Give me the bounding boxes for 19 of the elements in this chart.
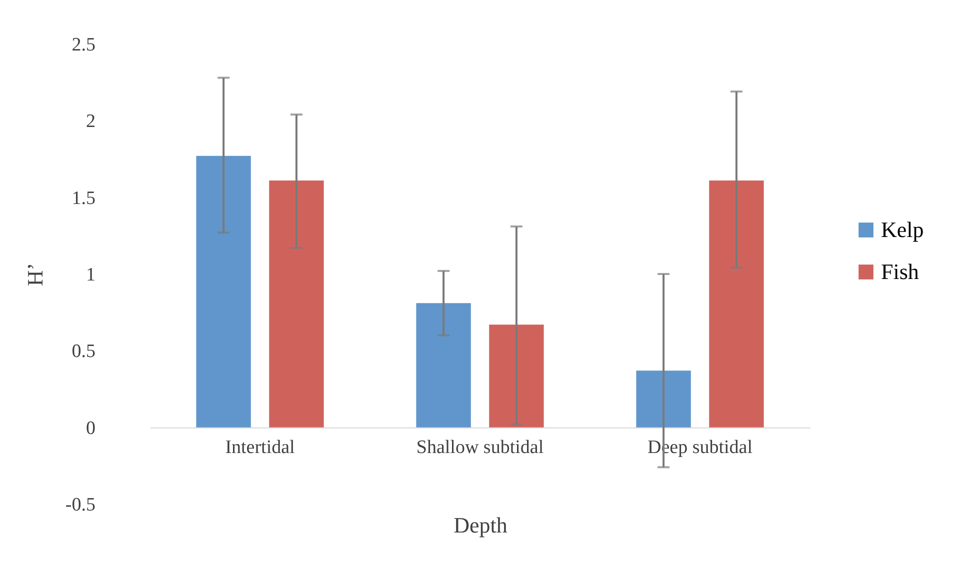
y-tick-label: 2.5 xyxy=(72,34,96,56)
bar xyxy=(489,324,544,428)
bar xyxy=(636,370,691,428)
y-tick-label: 1 xyxy=(86,264,96,286)
bar xyxy=(709,180,764,428)
y-tick-label: 0.5 xyxy=(72,341,96,362)
y-tick-label: -0.5 xyxy=(65,494,96,516)
y-axis-title: H’ xyxy=(22,262,48,286)
legend-label: Kelp xyxy=(881,217,924,242)
y-tick-label: 2 xyxy=(86,111,96,132)
bar xyxy=(269,180,324,428)
x-tick-label: Shallow subtidal xyxy=(416,436,544,458)
bar xyxy=(416,303,471,428)
x-tick-label: Intertidal xyxy=(225,436,295,458)
bar xyxy=(196,156,251,428)
legend-label: Fish xyxy=(881,259,919,284)
y-tick-label: 0 xyxy=(86,418,96,439)
y-tick-label: 1.5 xyxy=(72,188,96,209)
x-axis-title: Depth xyxy=(454,512,508,538)
